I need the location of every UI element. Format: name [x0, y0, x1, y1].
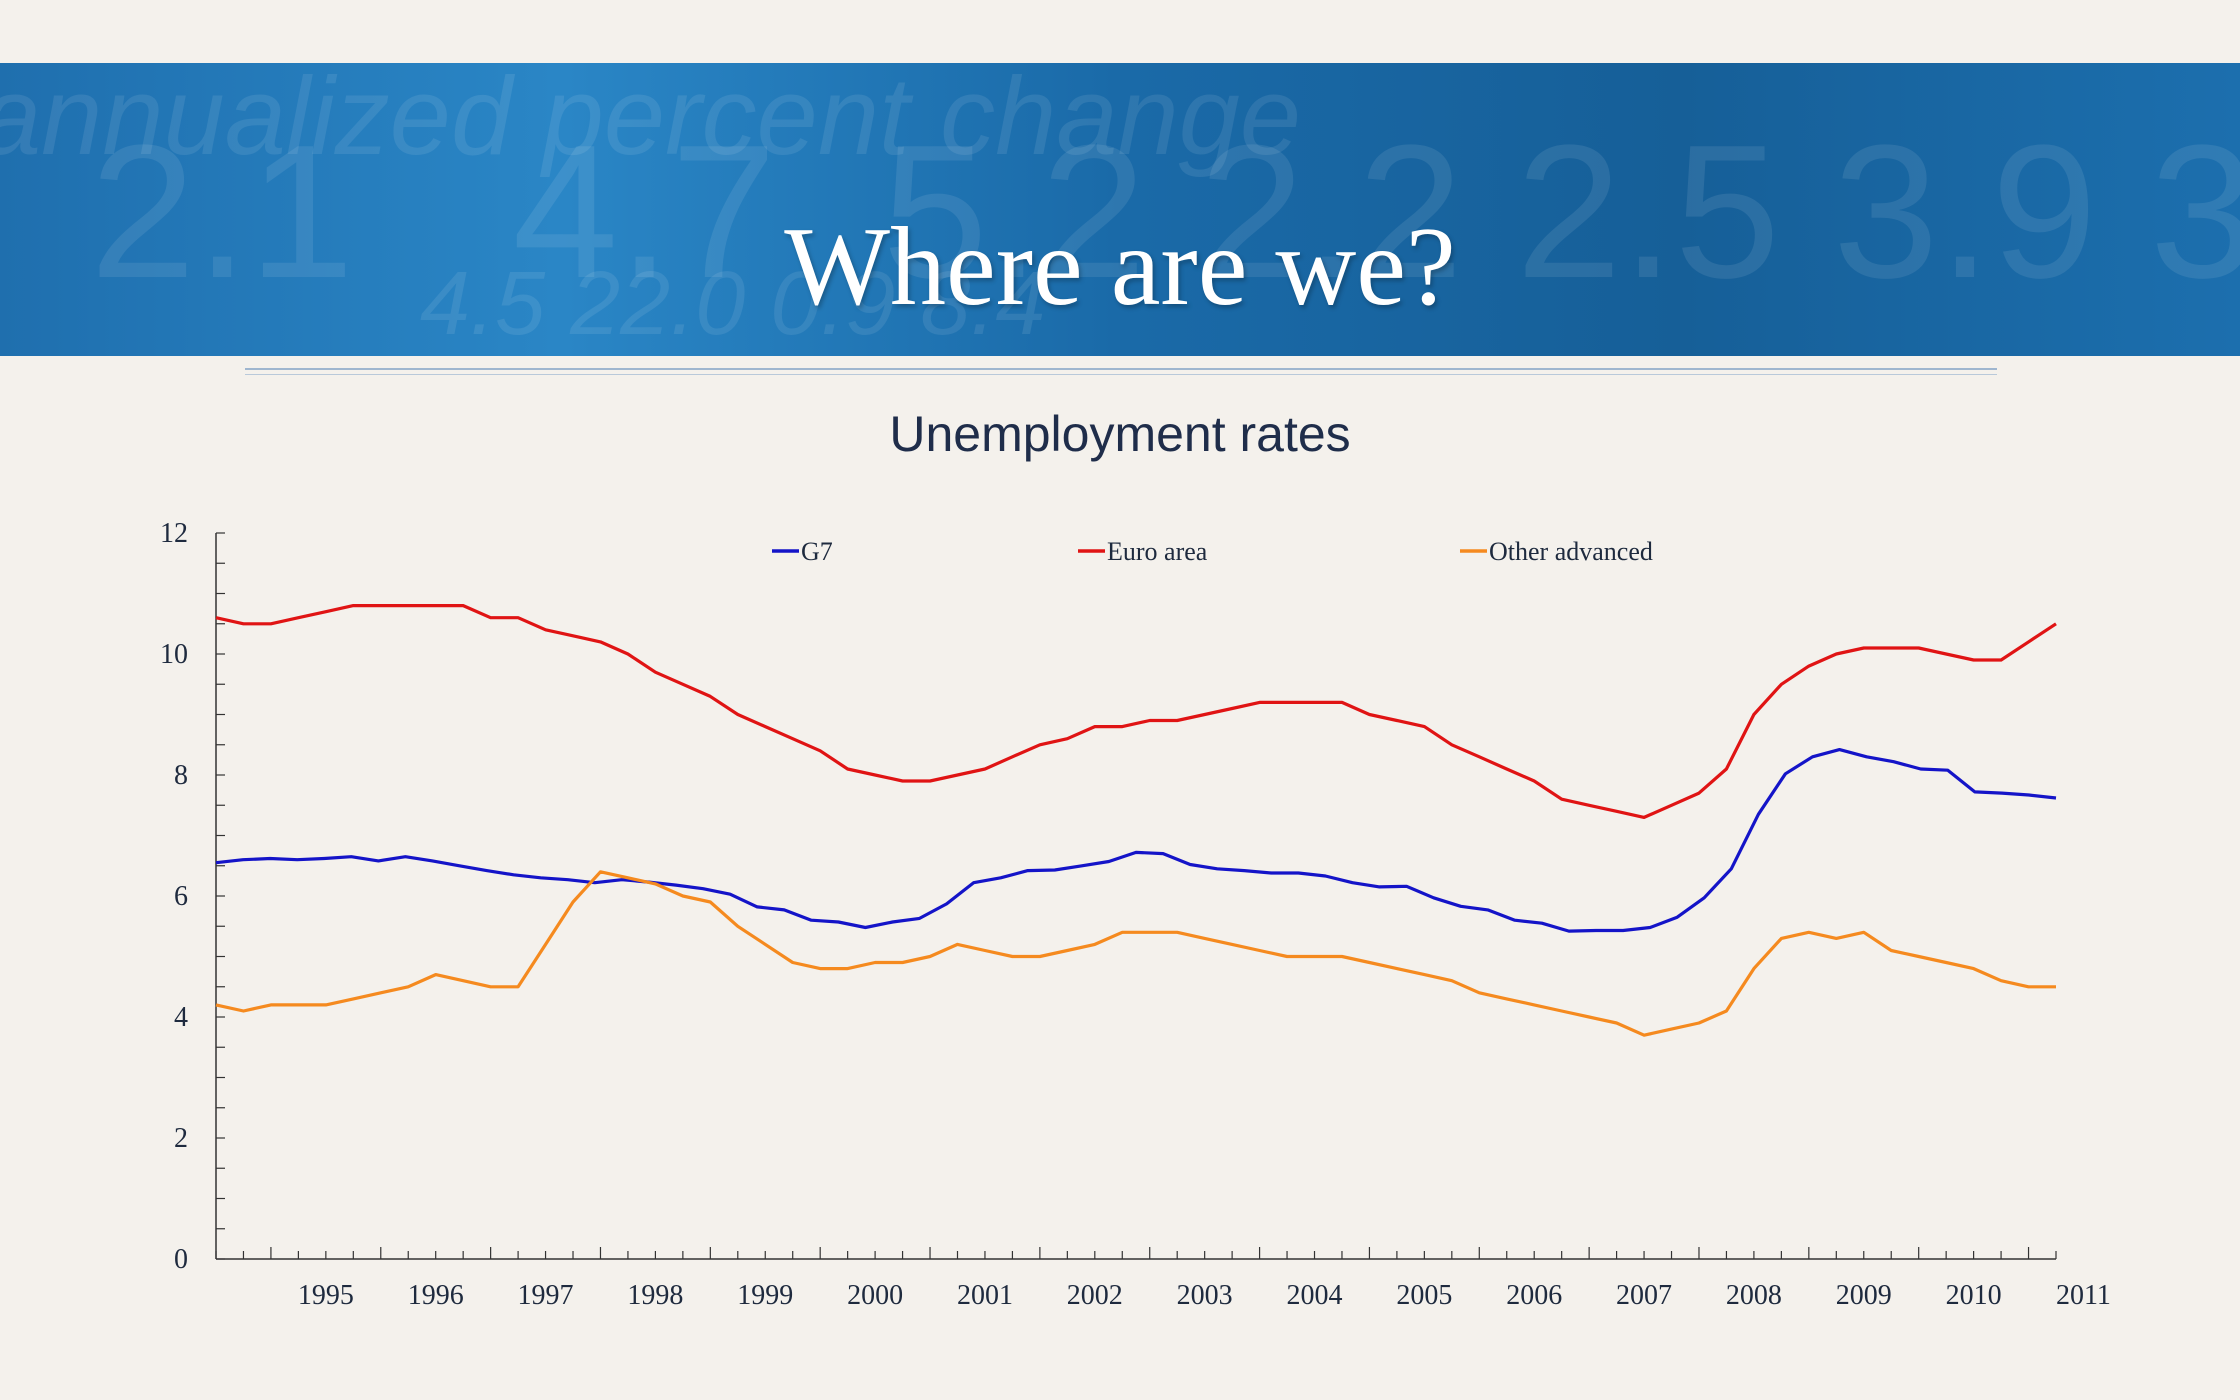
y-tick-label: 4	[174, 1002, 188, 1033]
y-tick-label: 10	[160, 639, 188, 670]
x-tick-label: 2008	[1726, 1280, 1782, 1311]
x-tick-label: 2011	[2056, 1280, 2111, 1311]
banner-decoration: 2.1 4.7 5.2 2.2 2.5 3.9 3.6 5.2	[90, 106, 2240, 318]
x-tick-label: 2007	[1616, 1280, 1672, 1311]
x-tick-label: 2000	[847, 1280, 903, 1311]
chart-axes: 0 2 4 6 8 10 12 1995 1996 1997 1998 1999 2000 2001 200…	[160, 518, 2111, 1311]
x-tick-label: 1999	[737, 1280, 793, 1311]
x-tick-label: 2002	[1067, 1280, 1123, 1311]
x-tick-label: 1995	[298, 1280, 354, 1311]
x-tick-label: 1997	[518, 1280, 574, 1311]
chart-title: Unemployment rates	[889, 406, 1351, 462]
x-tick-label: 2009	[1836, 1280, 1892, 1311]
series-line-euro-area	[215, 603, 2057, 820]
x-tick-label: 2004	[1287, 1280, 1343, 1311]
x-tick-label: 2003	[1177, 1280, 1233, 1311]
y-tick-label: 8	[174, 760, 188, 791]
y-tick-label: 2	[174, 1123, 188, 1154]
title-banner: annualized percent change 2.1 4.7 5.2 2.…	[0, 63, 2240, 356]
x-tick-label: 2005	[1396, 1280, 1452, 1311]
x-tick-label: 2001	[957, 1280, 1013, 1311]
series-line-g7	[215, 747, 2057, 933]
title-divider-thin	[245, 374, 1997, 375]
y-tick-label: 12	[160, 518, 188, 549]
x-tick-label: 1998	[627, 1280, 683, 1311]
banner-decoration: 4.5 22.0 0.9 8.4	[420, 254, 1046, 354]
title-divider	[245, 368, 1997, 370]
legend-label: Other advanced	[1489, 537, 1653, 566]
legend-label: G7	[801, 537, 833, 566]
banner-decoration: annualized percent change	[0, 63, 1302, 178]
y-tick-label: 6	[174, 881, 188, 912]
legend-label: Euro area	[1107, 537, 1208, 566]
series-line-other-advanced	[215, 870, 2056, 1037]
x-tick-label: 2010	[1946, 1280, 2002, 1311]
x-tick-label: 1996	[408, 1280, 464, 1311]
y-tick-label: 0	[174, 1244, 188, 1275]
slide-title: Where are we?	[784, 205, 1456, 329]
chart-series	[215, 603, 2057, 1037]
chart-legend: G7 Euro area Other advanced	[772, 537, 1653, 566]
x-tick-label: 2006	[1506, 1280, 1562, 1311]
